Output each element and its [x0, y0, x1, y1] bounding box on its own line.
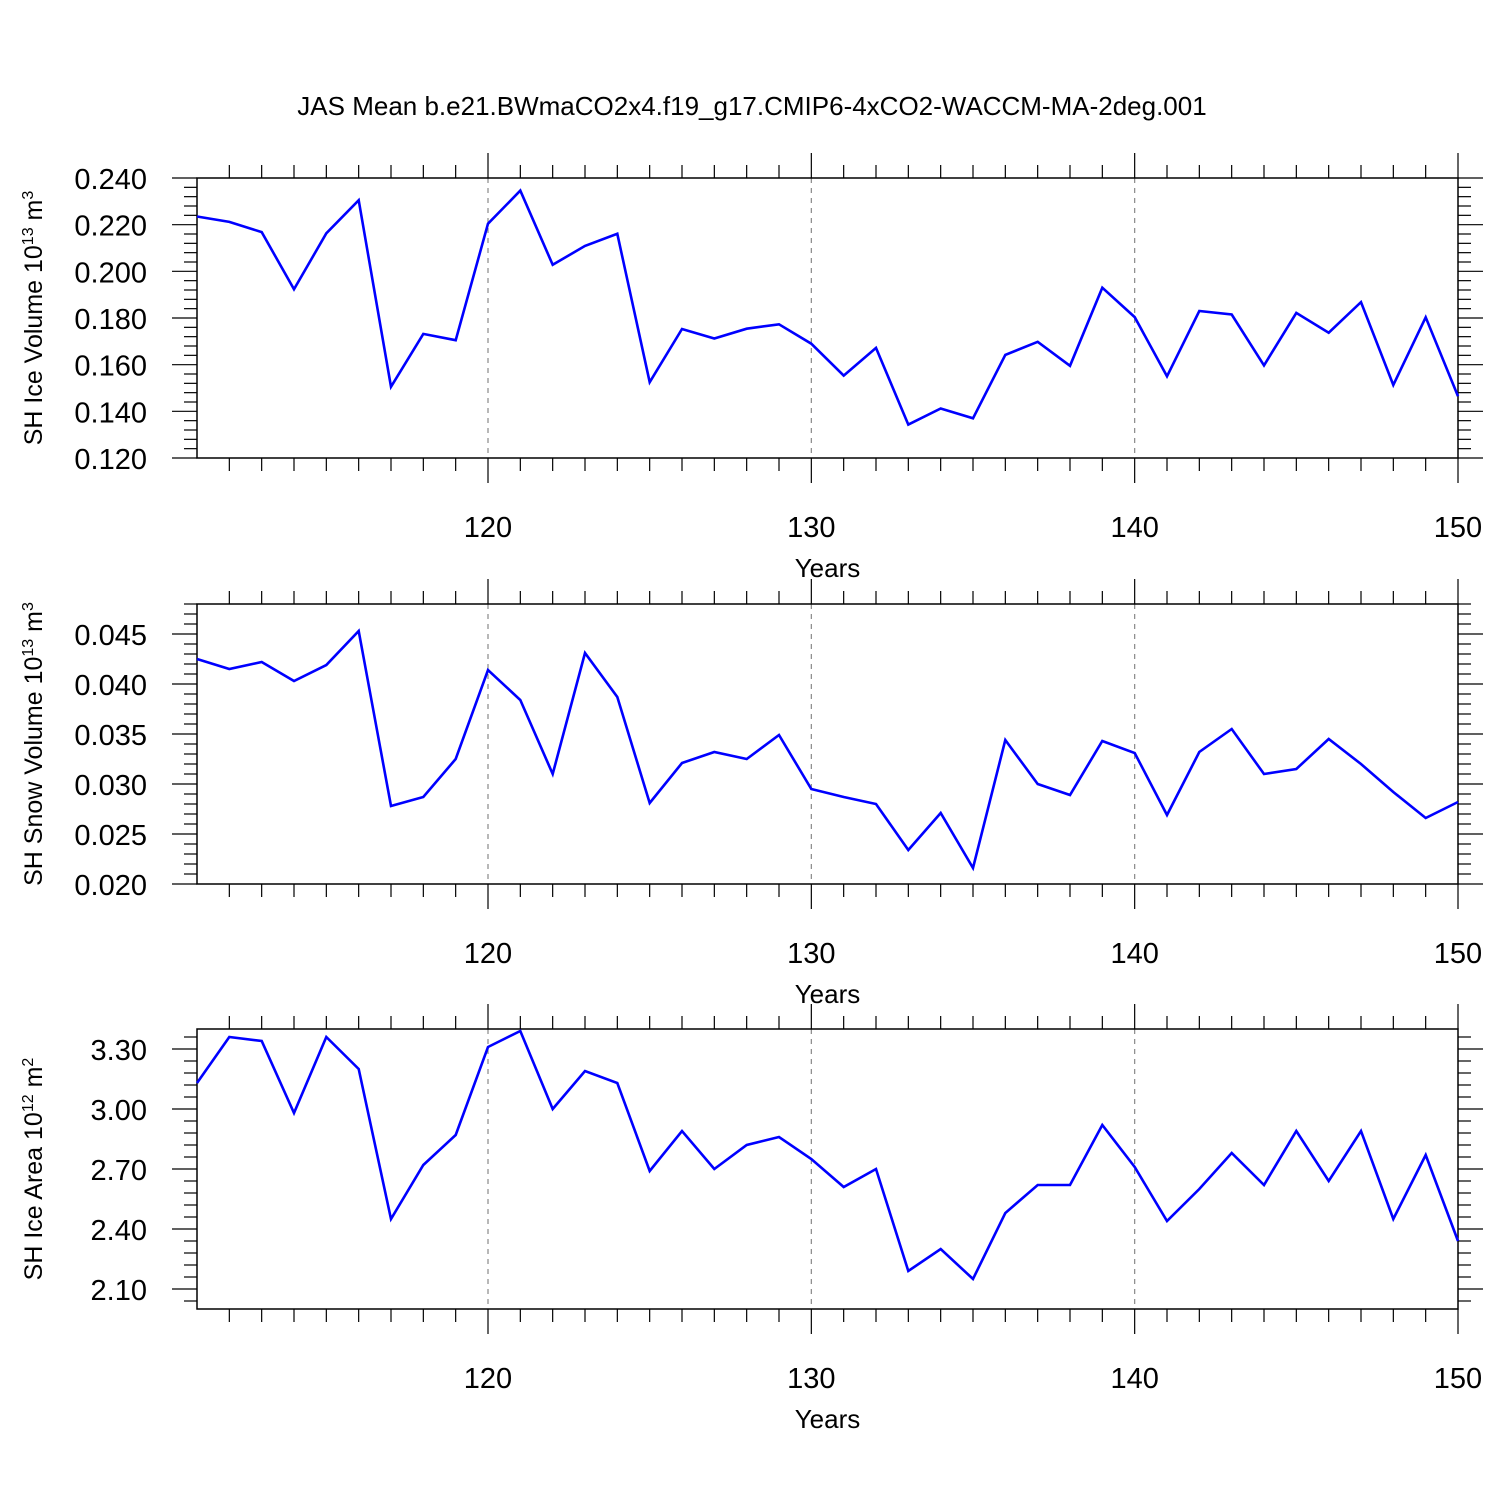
- y-tick-label: 0.035: [74, 720, 147, 752]
- y-axis-label-exponent: 13: [20, 227, 37, 245]
- y-tick-label: 0.120: [74, 444, 147, 476]
- plot-frame: [196, 603, 1459, 885]
- y-tick-label: 0.140: [74, 397, 147, 429]
- y-tick-label: 3.30: [91, 1035, 147, 1067]
- panel-2: 120 130 140 150 Years 0.020 0.025 0.030 0.035 0.0…: [20, 579, 1483, 1009]
- y-axis-label-exponent: 13: [20, 639, 37, 657]
- x-tick-label: 140: [1110, 938, 1158, 970]
- x-tick-label: 130: [787, 512, 835, 544]
- panel-1: 120 130 140 150 Years 0.120 0.140 0.160 0.180 0.2…: [20, 153, 1483, 583]
- plot-frame: [196, 1028, 1459, 1310]
- series-line: [196, 628, 1459, 872]
- x-tick-label: 120: [464, 938, 512, 970]
- x-axis-label: Years: [795, 1404, 861, 1434]
- y-axis-label-main: SH Ice Volume 10: [20, 245, 48, 445]
- x-tick-label: 150: [1434, 512, 1482, 544]
- y-tick-label: 3.00: [91, 1095, 147, 1127]
- chart-title: JAS Mean b.e21.BWmaCO2x4.f19_g17.CMIP6-4…: [297, 91, 1206, 121]
- panel-3: 120 130 140 150 Years 2.10 2.40 2.70 3.00 3.30 SH …: [20, 1004, 1483, 1434]
- y-tick-label: 0.160: [74, 351, 147, 383]
- x-tick-label: 150: [1434, 938, 1482, 970]
- y-tick-label: 0.180: [74, 304, 147, 336]
- x-tick-label: 130: [787, 938, 835, 970]
- y-axis-label: SH Ice Area 1012 m2: [20, 1058, 48, 1281]
- y-axis-label-exponent: 12: [20, 1094, 37, 1112]
- y-tick-label: 2.70: [91, 1155, 147, 1187]
- y-axis-label-main: SH Ice Area 10: [20, 1112, 48, 1280]
- y-axis-label-main: SH Snow Volume 10: [20, 657, 48, 886]
- y-tick-label: 0.240: [74, 164, 147, 196]
- y-axis-label-unit-exponent: 3: [20, 602, 37, 611]
- y-tick-label: 0.030: [74, 770, 147, 802]
- y-axis-label-unit: m: [20, 611, 48, 639]
- y-tick-label: 0.025: [74, 820, 147, 852]
- y-tick-label: 0.045: [74, 620, 147, 652]
- plot-frame: [196, 177, 1459, 459]
- x-tick-label: 140: [1110, 512, 1158, 544]
- y-tick-label: 0.020: [74, 870, 147, 902]
- y-axis-label: SH Ice Volume 1013 m3: [20, 191, 48, 446]
- x-tick-label: 120: [464, 1363, 512, 1395]
- x-axis-label: Years: [795, 979, 861, 1009]
- x-tick-label: 150: [1434, 1363, 1482, 1395]
- y-axis-label-unit-exponent: 3: [20, 191, 37, 200]
- y-tick-label: 0.040: [74, 670, 147, 702]
- y-axis-label: SH Snow Volume 1013 m3: [20, 602, 48, 886]
- y-axis-label-unit: m: [20, 1067, 48, 1095]
- series-line: [196, 188, 1460, 427]
- x-tick-label: 140: [1110, 1363, 1158, 1395]
- y-axis-label-unit-exponent: 2: [20, 1058, 37, 1067]
- y-tick-label: 0.200: [74, 257, 147, 289]
- y-tick-label: 2.10: [91, 1275, 147, 1307]
- y-axis-label-unit: m: [20, 200, 48, 228]
- y-tick-label: 2.40: [91, 1215, 147, 1247]
- x-tick-label: 120: [464, 512, 512, 544]
- y-tick-label: 0.220: [74, 211, 147, 243]
- x-tick-label: 130: [787, 1363, 835, 1395]
- x-axis-label: Years: [795, 553, 861, 583]
- series-line: [195, 1029, 1460, 1282]
